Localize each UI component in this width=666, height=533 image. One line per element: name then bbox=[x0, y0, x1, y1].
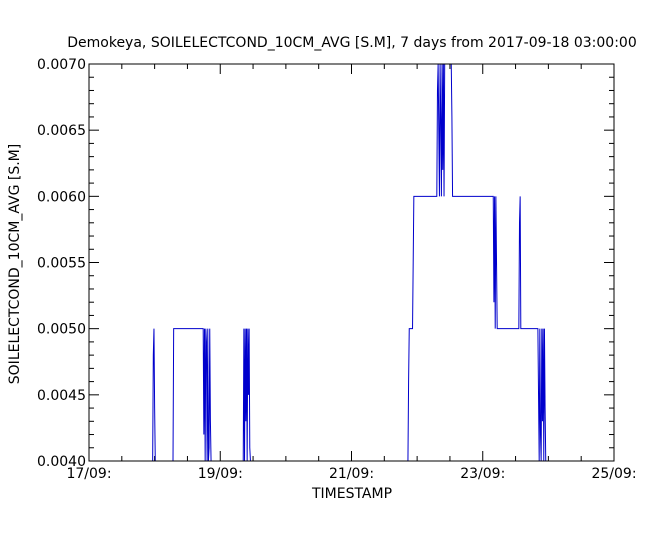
y-tick-label: 0.0060 bbox=[37, 189, 86, 205]
tick-labels: 17/09: 19/09: 21/09: 23/09: 25/09: 0.0040 0.00… bbox=[37, 57, 637, 482]
y-tick-label: 0.0055 bbox=[37, 256, 86, 272]
x-axis-label: TIMESTAMP bbox=[311, 486, 392, 502]
y-tick-label: 0.0050 bbox=[37, 322, 86, 338]
chart-title: Demokeya, SOILELECTCOND_10CM_AVG [S.M], … bbox=[67, 35, 637, 51]
plot-series bbox=[152, 64, 547, 461]
y-axis-label: SOILELECTCOND_10CM_AVG [S.M] bbox=[7, 144, 23, 384]
x-tick-label: 17/09: bbox=[66, 466, 111, 482]
x-tick-label: 23/09: bbox=[460, 466, 505, 482]
axis-ticks bbox=[88, 63, 615, 462]
x-tick-label: 21/09: bbox=[329, 466, 374, 482]
y-tick-label: 0.0065 bbox=[37, 123, 86, 139]
plot-frame bbox=[88, 63, 615, 462]
y-tick-label: 0.0045 bbox=[37, 388, 86, 404]
series-line bbox=[152, 64, 547, 461]
x-tick-label: 19/09: bbox=[198, 466, 243, 482]
y-tick-label: 0.0040 bbox=[37, 454, 86, 470]
y-tick-label: 0.0070 bbox=[37, 57, 86, 73]
x-tick-label: 25/09: bbox=[591, 466, 636, 482]
